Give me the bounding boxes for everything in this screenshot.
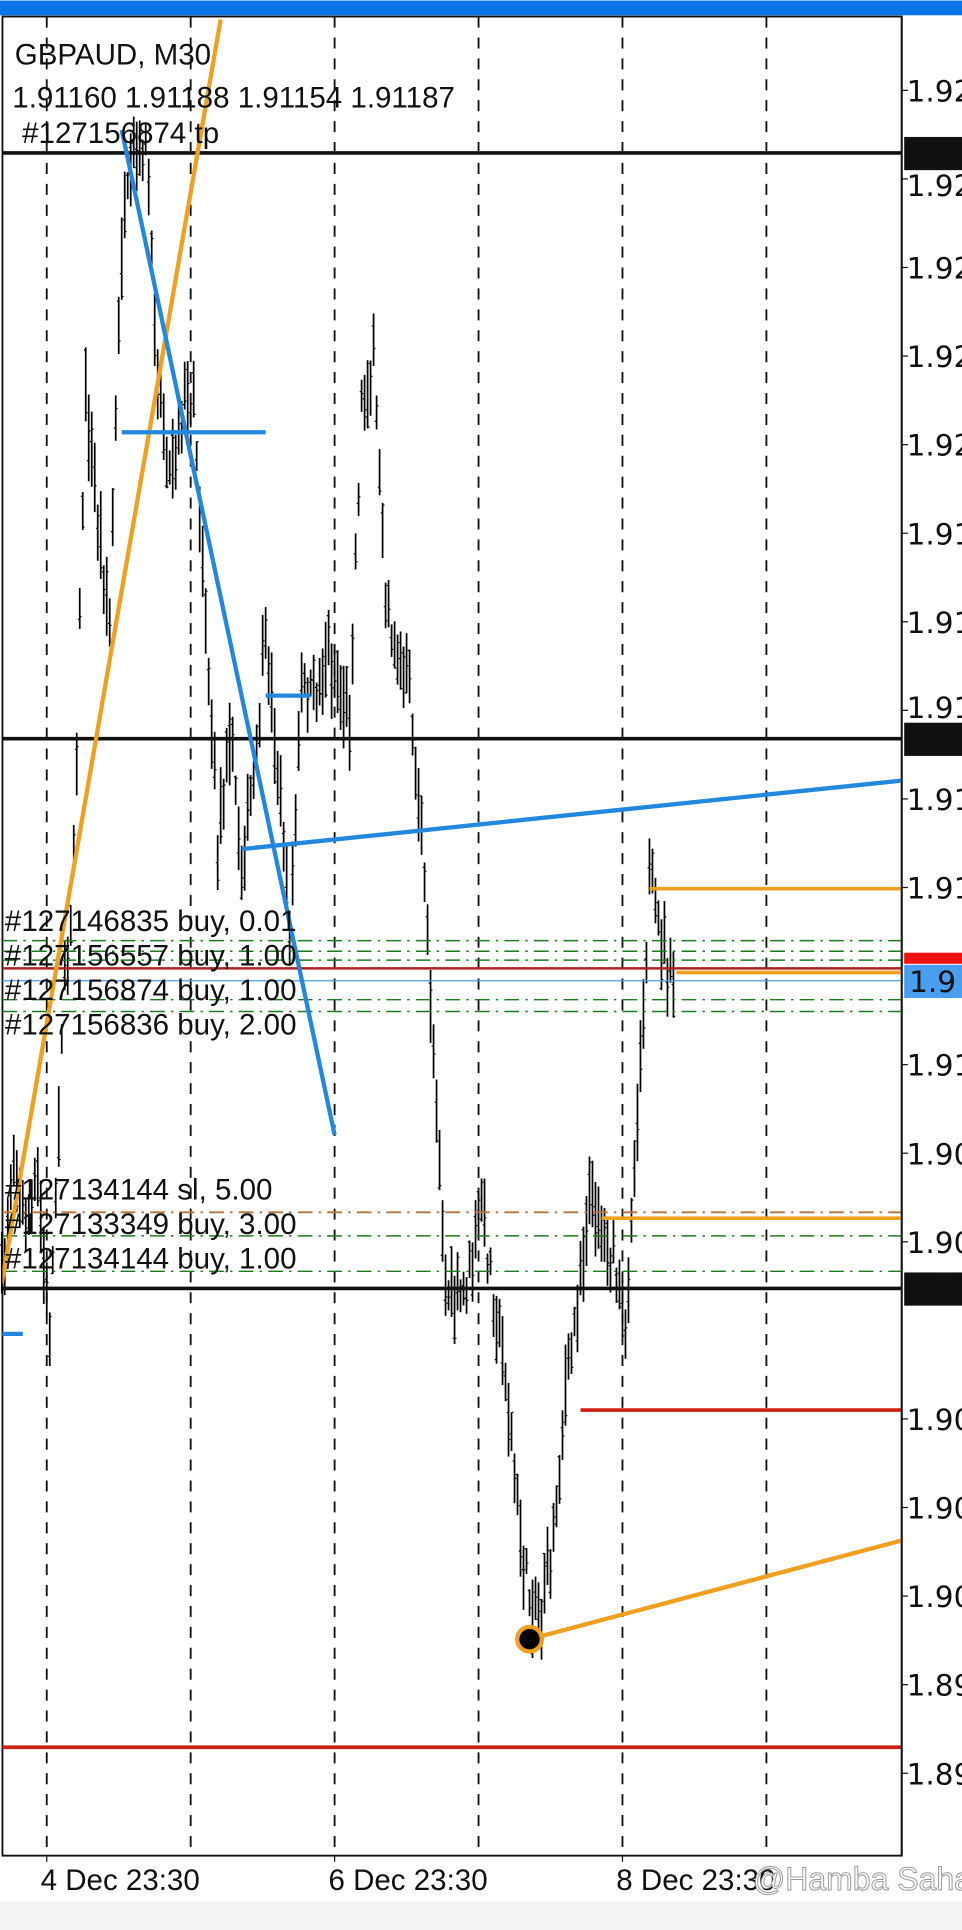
price-level-tag-text: 1.9 [909, 1273, 956, 1307]
y-tick-label: 1.91 [907, 691, 962, 725]
price-level-tag-text: 1.9 [909, 723, 956, 757]
symbol-title: GBPAUD, M30 [15, 39, 211, 72]
time-axis[interactable]: 4 Dec 23:30 6 Dec 23:30 8 Dec 23:30 [41, 1855, 776, 1897]
price-level-tag[interactable] [904, 722, 962, 756]
y-tick-label: 1.91 [907, 606, 962, 640]
y-tick-label: 1.91 [907, 872, 962, 906]
y-tick-label: 1.89 [907, 1757, 962, 1791]
watermark: @Hamba Sahaya [753, 1861, 962, 1897]
x-tick-label: 4 Dec 23:30 [41, 1864, 200, 1897]
trade-label: #127156874 buy, 1.00 [5, 974, 297, 1007]
y-tick-label: 1.90 [907, 1403, 962, 1437]
order-tp-label: #127156874 tp [22, 117, 219, 150]
price-axis[interactable]: 1.921.921.921.921.921.911.911.911.911.91… [900, 16, 962, 1856]
ohlc-readout: 1.91160 1.91188 1.91154 1.91187 [12, 82, 455, 115]
y-tick-label: 1.91 [907, 1049, 962, 1083]
x-tick-label: 6 Dec 23:30 [328, 1864, 487, 1897]
price-level-tag-text: 1.9 [909, 965, 956, 999]
price-level-tag-text: 1.9 [909, 137, 956, 171]
trendlines[interactable] [2, 19, 902, 1654]
trendline[interactable] [241, 778, 902, 852]
price-level-tag[interactable] [904, 964, 962, 999]
horizontal-levels[interactable] [2, 151, 902, 1750]
bottom-strip [0, 1901, 962, 1930]
trade-label: #127146835 buy, 0.01 [5, 905, 297, 938]
y-tick-label: 1.92 [907, 74, 962, 108]
anchor-point-icon[interactable] [515, 1624, 544, 1654]
y-tick-label: 1.91 [907, 517, 962, 551]
y-tick-label: 1.92 [907, 429, 962, 463]
x-gridlines [45, 16, 768, 1856]
trendline[interactable] [119, 129, 337, 1136]
x-tick-label: 8 Dec 23:30 [616, 1864, 775, 1897]
trade-label: #127156557 buy, 1.00 [5, 939, 297, 972]
trade-labels: #127146835 buy, 0.01#127156557 buy, 1.00… [5, 905, 297, 1276]
trade-label: #127134144 sl, 5.00 [5, 1174, 273, 1207]
y-tick-label: 1.90 [907, 1137, 962, 1171]
y-tick-label: 1.91 [907, 783, 962, 817]
top-bar [0, 0, 962, 16]
trade-label: #127156836 buy, 2.00 [5, 1008, 297, 1041]
y-tick-label: 1.90 [907, 1580, 962, 1614]
trendline[interactable] [528, 1538, 902, 1642]
y-tick-label: 1.92 [907, 169, 962, 203]
plot-frame [1, 15, 903, 1857]
y-tick-label: 1.92 [907, 252, 962, 286]
ask-price-marker [904, 952, 962, 964]
trendline[interactable] [2, 19, 223, 1284]
y-tick-label: 1.92 [907, 340, 962, 374]
y-tick-label: 1.89 [907, 1669, 962, 1703]
price-level-tag[interactable] [904, 1272, 962, 1306]
price-level-tag[interactable] [904, 136, 962, 171]
trade-label: #127133349 buy, 3.00 [5, 1208, 297, 1241]
y-tick-label: 1.90 [907, 1492, 962, 1526]
trade-label: #127134144 buy, 1.00 [5, 1243, 297, 1276]
y-tick-label: 1.90 [907, 1226, 962, 1260]
